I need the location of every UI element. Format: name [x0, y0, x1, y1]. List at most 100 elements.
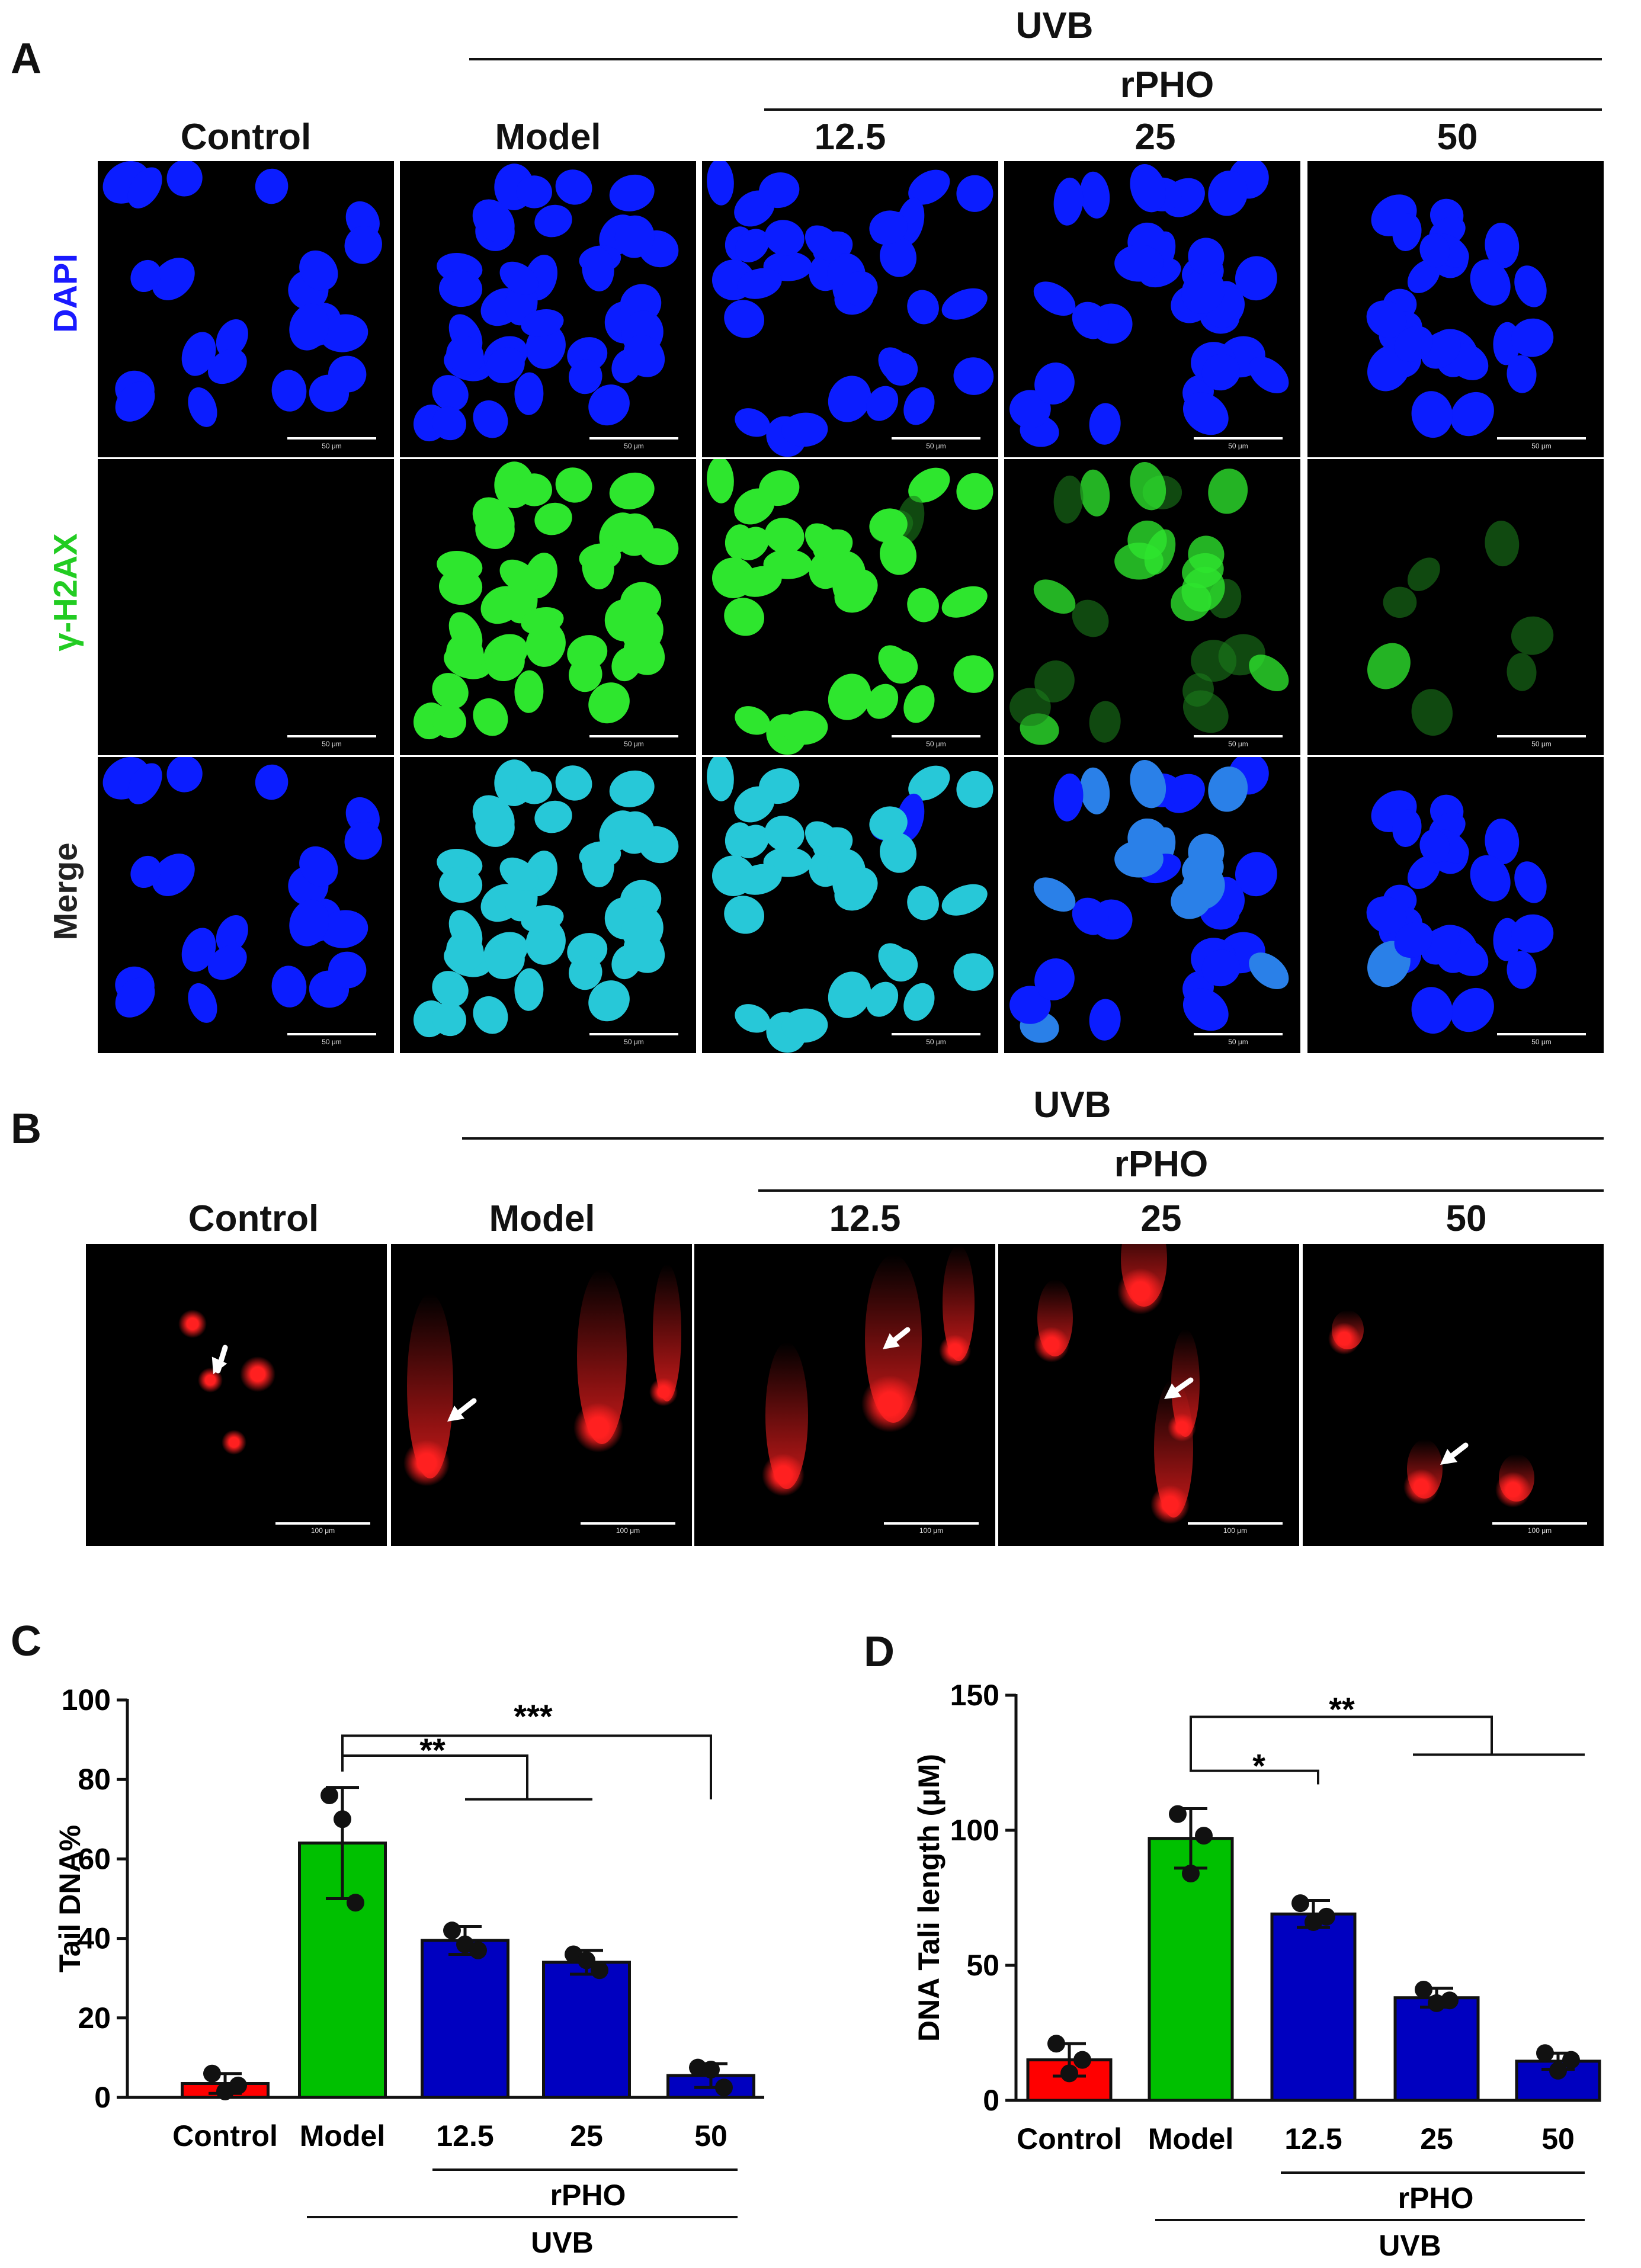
scale-bar [884, 1522, 979, 1525]
micrograph-Merge-25: 50 μm [1004, 757, 1300, 1053]
cell-nucleus [941, 884, 988, 916]
cell-nucleus [521, 607, 564, 635]
scale-bar [589, 1033, 678, 1035]
cell-nucleus [1182, 690, 1229, 733]
cell-nucleus [1181, 566, 1225, 612]
cell-nucleus [1208, 469, 1248, 514]
data-point [591, 1961, 608, 1980]
arrow-head-icon [211, 1356, 227, 1374]
panel-a-label: A [11, 35, 41, 82]
cell-nucleus [781, 1008, 828, 1043]
cell-nucleus [432, 704, 466, 739]
micrograph-Merge-Control: 50 μm [98, 757, 394, 1053]
cell-nucleus [1072, 599, 1109, 637]
comet-head [403, 1440, 450, 1486]
scale-bar [287, 1033, 376, 1035]
cell-nucleus [609, 770, 655, 807]
y-tick-label: 20 [78, 2001, 111, 2035]
data-point [1195, 1827, 1213, 1845]
y-tick-label: 80 [78, 1763, 111, 1796]
cell-nucleus [884, 650, 918, 684]
scale-bar [1497, 735, 1586, 737]
rpho-group-label: rPHO [550, 2179, 626, 2212]
cell-nucleus [1053, 177, 1084, 226]
scale-bar-text: 50 μm [926, 442, 946, 450]
significance-label: ** [1329, 1690, 1355, 1728]
cell-nucleus [907, 290, 939, 325]
cell-nucleus [188, 387, 217, 427]
scale-bar-text: 50 μm [1228, 740, 1248, 748]
cell-nucleus [737, 268, 782, 299]
cell-nucleus [953, 655, 994, 693]
bar-25 [1393, 1996, 1480, 2102]
cell-nucleus [555, 765, 592, 801]
x-tick-label: 12.5 [1284, 2122, 1342, 2155]
cell-nucleus [1188, 535, 1225, 573]
cell-nucleus [1072, 897, 1109, 935]
cell-nucleus [724, 300, 765, 338]
cell-nucleus [1033, 281, 1076, 316]
cell-nucleus [1034, 660, 1075, 702]
comet-head [198, 1368, 223, 1393]
data-point [1073, 2051, 1091, 2069]
panel-a-col-control: Control [180, 117, 312, 158]
micrograph-γ-H2AX-Model: 50 μm [400, 459, 696, 755]
x-tick-label: 25 [570, 2119, 603, 2152]
data-point [689, 2058, 707, 2077]
scale-bar-text: 50 μm [1531, 740, 1552, 748]
scale-bar-text: 50 μm [1531, 442, 1552, 450]
arrow-head-icon [1440, 1449, 1458, 1465]
cell-nucleus [1394, 922, 1433, 958]
y-tick-label: 0 [94, 2081, 111, 2114]
cell-nucleus [869, 806, 908, 841]
comet-head [1117, 1268, 1164, 1314]
panel-b-col-control: Control [188, 1198, 319, 1239]
cell-nucleus [588, 980, 630, 1022]
cell-nucleus [486, 943, 525, 980]
cell-nucleus [1470, 259, 1511, 306]
cell-nucleus [181, 332, 216, 376]
panel-a-col-25: 25 [1134, 117, 1176, 158]
scale-bar-text: 50 μm [926, 1038, 946, 1046]
cell-nucleus [1249, 655, 1289, 691]
comet-head [1495, 1472, 1531, 1507]
cell-nucleus [759, 768, 800, 804]
cell-nucleus [1033, 579, 1076, 614]
comet-head [649, 1378, 678, 1406]
scale-bar [275, 1522, 370, 1525]
bar-12.5 [421, 1939, 509, 2099]
cell-nucleus [1089, 403, 1121, 445]
cell-nucleus [1182, 392, 1229, 435]
scale-bar [589, 735, 678, 737]
cell-nucleus [1114, 841, 1164, 878]
arrow-head-icon [447, 1405, 465, 1422]
cell-nucleus [582, 842, 614, 887]
cell-nucleus [521, 309, 564, 337]
cell-nucleus [216, 319, 248, 357]
panel-b-uvb-line [462, 1137, 1604, 1140]
cell-nucleus [568, 359, 602, 394]
chart-c-tail-dna: 0 20 40 60 80 100 Tail DNA% Control Model 12.5 25 5… [53, 1683, 764, 2259]
row-label-dapi: DAPI [46, 254, 84, 333]
scale-bar-text: 100 μm [616, 1526, 640, 1535]
comet-tail [943, 1245, 975, 1361]
comet-head [573, 1403, 623, 1452]
cell-nucleus [1392, 213, 1422, 251]
x-tick-label: 12.5 [436, 2119, 493, 2152]
cell-nucleus [472, 795, 515, 838]
data-point [1047, 2035, 1065, 2053]
scale-bar [892, 1033, 980, 1035]
x-tick-label: 50 [694, 2119, 727, 2152]
cell-nucleus [1485, 521, 1520, 567]
panel-a-rpho-header: rPHO [1120, 65, 1214, 105]
panel-a-rpho-line [764, 108, 1602, 111]
micrograph-Merge-Model: 50 μm [400, 757, 696, 1053]
panel-b-label: B [11, 1105, 41, 1153]
cell-nucleus [130, 855, 161, 888]
cell-nucleus [1182, 988, 1229, 1031]
cell-nucleus [514, 968, 544, 1011]
bar-25 [542, 1961, 631, 2099]
significance-label: ** [419, 1731, 445, 1769]
cell-nucleus [707, 757, 734, 801]
y-tick-label: 150 [950, 1679, 999, 1712]
